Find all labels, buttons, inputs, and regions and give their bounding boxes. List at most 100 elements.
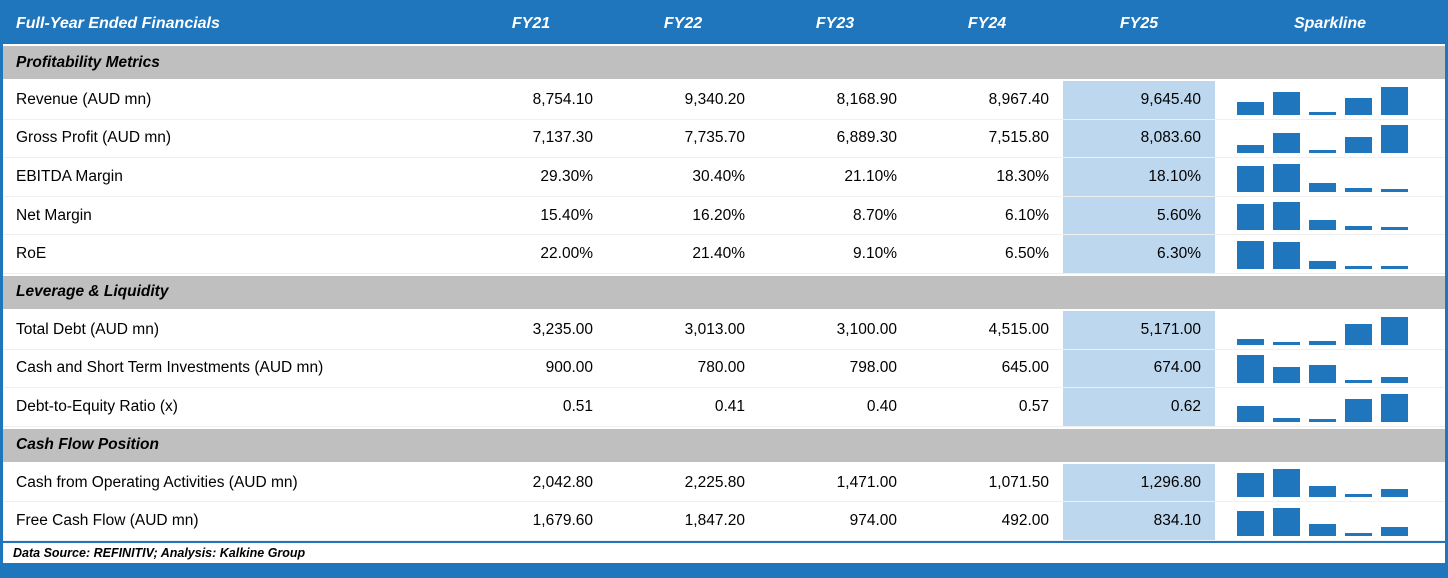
cell-fy25: 18.10% [1063,158,1215,196]
cell-fy25: 674.00 [1063,349,1215,388]
sparkline [1215,235,1445,273]
table-row: Gross Profit (AUD mn) 7,137.30 7,735.70 6,8… [3,119,1445,159]
sparkline [1215,197,1445,235]
sparkline-bar [1237,145,1264,154]
section-header: Cash Flow Position [3,426,1445,464]
cell-fy23: 1,471.00 [836,473,897,491]
sparkline [1215,388,1445,426]
row-label: Debt-to-Equity Ratio (x) [16,397,178,415]
sparkline-bar [1381,86,1408,115]
cell-fy23: 8,168.90 [836,90,897,108]
sparkline-bar [1381,316,1408,345]
cell-fy25: 8,083.60 [1063,119,1215,158]
sparkline-bar [1273,163,1300,192]
sparkline-bar [1237,473,1264,498]
sparkline-bar [1381,265,1408,269]
sparkline-bar [1309,111,1336,115]
sparkline-bar [1381,393,1408,422]
row-label: Net Margin [16,206,92,224]
sparkline-bar [1273,202,1300,231]
table-row: EBITDA Margin 29.30% 30.40% 21.10% 18.30% 18.… [3,158,1445,197]
cell-fy23: 8.70% [853,206,897,224]
sparkline [1215,158,1445,196]
section-header: Profitability Metrics [3,44,1445,81]
cell-fy24: 6.50% [1005,245,1049,263]
cell-fy22: 0.41 [714,397,745,415]
cell-fy22: 7,735.70 [684,129,745,147]
table-row: Revenue (AUD mn) 8,754.10 9,340.20 8,168.90… [3,81,1445,120]
cell-fy25: 5,171.00 [1063,310,1215,349]
cell-fy23: 6,889.30 [836,129,897,147]
sparkline-bar [1273,366,1300,384]
sparkline [1215,120,1445,158]
sparkline-bar [1309,150,1336,154]
sparkline-bar [1273,507,1300,536]
cell-fy21: 1,679.60 [532,512,593,530]
table-title: Full-Year Ended Financials [16,14,220,32]
sparkline-bar [1309,485,1336,498]
cell-fy24: 8,967.40 [988,90,1049,108]
cell-fy22: 9,340.20 [684,90,745,108]
cell-fy23: 974.00 [849,512,897,530]
cell-fy24: 0.57 [1018,397,1049,415]
cell-fy25: 6.30% [1063,235,1215,273]
col-header-fy23: FY23 [815,14,855,32]
sparkline-bar [1345,532,1372,536]
sparkline [1215,464,1445,502]
sparkline-bar [1345,494,1372,498]
sparkline-bar [1309,182,1336,192]
cell-fy21: 22.00% [540,245,593,263]
data-source-note: Data Source: REFINITIV; Analysis: Kalkin… [3,540,1445,563]
row-label: Revenue (AUD mn) [16,90,152,108]
table-row: Free Cash Flow (AUD mn) 1,679.60 1,847.20 9… [3,502,1445,541]
row-label: Cash from Operating Activities (AUD mn) [16,473,298,491]
sparkline-bar [1309,220,1336,231]
cell-fy22: 3,013.00 [684,320,745,338]
cell-fy24: 645.00 [1001,359,1049,377]
table-row: Debt-to-Equity Ratio (x) 0.51 0.41 0.40 0.57… [3,388,1445,427]
cell-fy21: 2,042.80 [532,473,593,491]
cell-fy23: 0.40 [866,397,897,415]
sparkline-bar [1237,101,1264,115]
cell-fy21: 3,235.00 [532,320,593,338]
cell-fy24: 6.10% [1005,206,1049,224]
cell-fy25: 9,645.40 [1063,81,1215,119]
sparkline-bar [1381,227,1408,231]
row-label: Total Debt (AUD mn) [16,320,159,338]
sparkline-bar [1381,125,1408,154]
sparkline-bar [1345,188,1372,192]
sparkline-bar [1381,377,1408,384]
cell-fy24: 18.30% [996,167,1049,185]
cell-fy25: 5.60% [1063,196,1215,235]
sparkline-bar [1273,91,1300,115]
sparkline-bar [1237,355,1264,384]
sparkline-bar [1309,418,1336,422]
cell-fy22: 30.40% [692,167,745,185]
cell-fy21: 900.00 [545,359,593,377]
cell-fy23: 21.10% [844,167,897,185]
sparkline-bar [1273,341,1300,345]
sparkline-bar [1381,188,1408,192]
cell-fy22: 780.00 [697,359,745,377]
cell-fy22: 16.20% [692,206,745,224]
table-row: Cash from Operating Activities (AUD mn) 2… [3,463,1445,503]
sparkline-bar [1237,165,1264,192]
sparkline-bar [1273,469,1300,498]
sparkline-bar [1237,240,1264,269]
cell-fy25: 0.62 [1063,388,1215,426]
row-label: Free Cash Flow (AUD mn) [16,512,199,530]
sparkline-bar [1381,526,1408,536]
col-header-fy21: FY21 [511,14,551,32]
cell-fy22: 21.40% [692,245,745,263]
cell-fy25: 834.10 [1063,502,1215,540]
cell-fy21: 15.40% [540,206,593,224]
col-header-fy24: FY24 [967,14,1007,32]
cell-fy24: 7,515.80 [988,129,1049,147]
sparkline [1215,311,1445,349]
col-header-sparkline: Sparkline [1293,14,1367,32]
bottom-accent-bar [3,563,1445,575]
row-label: Gross Profit (AUD mn) [16,129,172,147]
col-header-fy25: FY25 [1119,14,1159,32]
table-row: Net Margin 15.40% 16.20% 8.70% 6.10% 5.60% [3,196,1445,236]
